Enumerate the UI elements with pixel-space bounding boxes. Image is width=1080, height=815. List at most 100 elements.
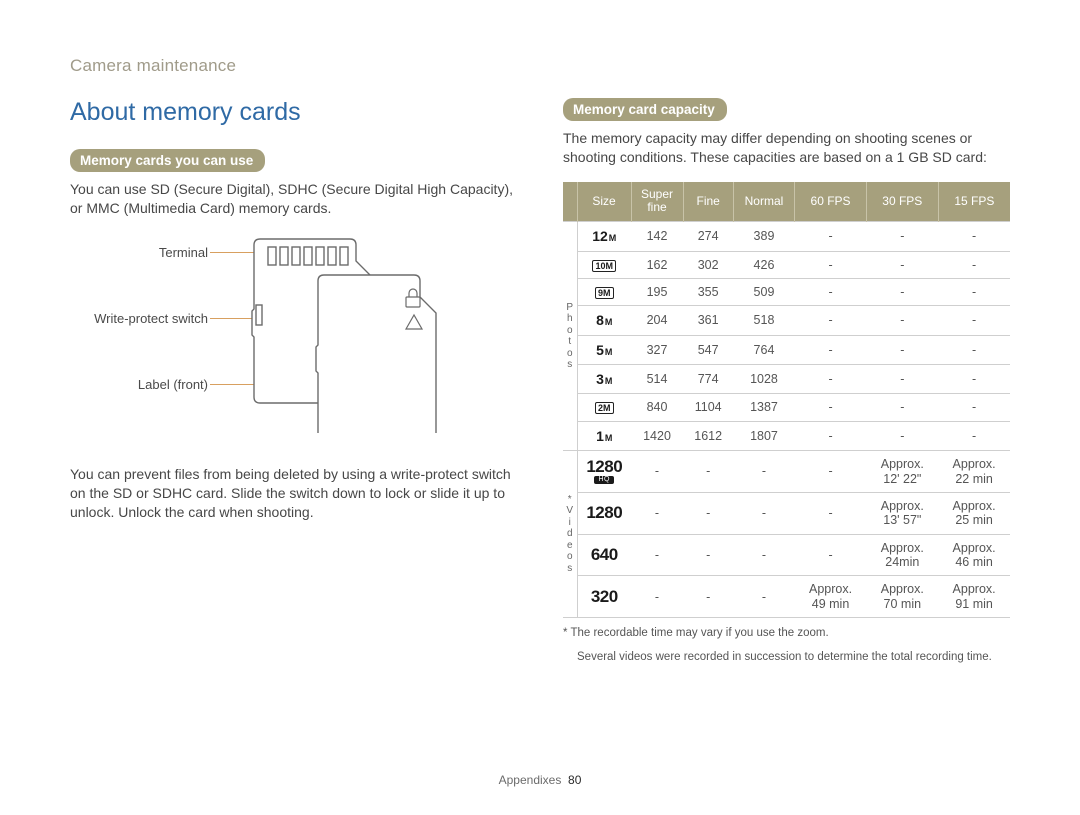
cap-cell: Approx.25 min [938, 492, 1010, 534]
cap-cell: 509 [733, 278, 794, 305]
size-cell: 5M [577, 335, 631, 364]
right-column: Memory card capacity The memory capacity… [563, 98, 1010, 665]
cap-cell: - [866, 306, 938, 335]
table-row: 8M204361518--- [563, 306, 1010, 335]
cap-cell: - [683, 492, 733, 534]
cap-cell: Approx.91 min [938, 576, 1010, 618]
cap-cell: - [795, 534, 867, 576]
size-badge-outlined: 10M [592, 260, 616, 272]
columns: About memory cards Memory cards you can … [70, 98, 1010, 665]
cap-cell: 764 [733, 335, 794, 364]
cap-cell: - [683, 534, 733, 576]
cap-cell: 840 [631, 394, 683, 421]
cap-cell: 195 [631, 278, 683, 305]
cap-cell: 274 [683, 222, 733, 251]
cap-cell: 514 [631, 365, 683, 394]
cap-cell: - [631, 492, 683, 534]
table-row: 9M195355509--- [563, 278, 1010, 305]
size-badge: 1M [596, 428, 612, 444]
cap-cell: 547 [683, 335, 733, 364]
rowgroup-videos: *Videos [563, 451, 577, 618]
cap-cell: 327 [631, 335, 683, 364]
hq-tag: HQ [594, 476, 614, 484]
th-superfine: Superfine [631, 182, 683, 222]
table-row: 1M142016121807--- [563, 421, 1010, 450]
page-footer: Appendixes 80 [0, 773, 1080, 787]
cap-cell: - [938, 251, 1010, 278]
size-cell: 1M [577, 421, 631, 450]
left-column: About memory cards Memory cards you can … [70, 98, 517, 665]
cap-cell: - [795, 222, 867, 251]
size-cell: 12M [577, 222, 631, 251]
cap-cell: - [938, 306, 1010, 335]
size-cell: 1280 [577, 492, 631, 534]
size-cell: 3M [577, 365, 631, 394]
size-cell: 2M [577, 394, 631, 421]
pill-memory-cards-you-can-use: Memory cards you can use [70, 149, 265, 172]
video-res: 640 [591, 547, 618, 563]
size-badge: 3M [596, 371, 612, 387]
cap-cell: 389 [733, 222, 794, 251]
sd-card-svg [250, 233, 470, 433]
table-row: 1280----Approx.13' 57"Approx.25 min [563, 492, 1010, 534]
th-30fps: 30 FPS [866, 182, 938, 222]
cap-cell: 518 [733, 306, 794, 335]
cap-cell: Approx.13' 57" [866, 492, 938, 534]
sd-card-diagram: Terminal Write-protect switch Label (fro… [70, 233, 517, 453]
cap-cell: 302 [683, 251, 733, 278]
table-row: Photos12M142274389--- [563, 222, 1010, 251]
cap-cell: 426 [733, 251, 794, 278]
size-badge-outlined: 9M [595, 287, 614, 299]
pill-memory-card-capacity: Memory card capacity [563, 98, 727, 121]
cap-cell: - [631, 534, 683, 576]
cap-cell: 162 [631, 251, 683, 278]
cap-cell: - [631, 576, 683, 618]
video-res: 1280 [586, 505, 622, 521]
cap-cell: 1104 [683, 394, 733, 421]
diagram-label-terminal: Terminal [68, 245, 208, 260]
footnote-2: Several videos were recorded in successi… [563, 650, 1010, 666]
size-cell: 8M [577, 306, 631, 335]
cap-cell: - [733, 534, 794, 576]
intro-text-right: The memory capacity may differ depending… [563, 129, 1010, 168]
cap-cell: - [795, 394, 867, 421]
table-header-row: Size Superfine Fine Normal 60 FPS 30 FPS… [563, 182, 1010, 222]
page-header: Camera maintenance [70, 56, 1010, 76]
capacity-table: Size Superfine Fine Normal 60 FPS 30 FPS… [563, 182, 1010, 619]
size-cell: 640 [577, 534, 631, 576]
cap-cell: - [866, 278, 938, 305]
cap-cell: - [866, 421, 938, 450]
table-row: 2M84011041387--- [563, 394, 1010, 421]
size-cell: 10M [577, 251, 631, 278]
table-row: 10M162302426--- [563, 251, 1010, 278]
cap-cell: 1420 [631, 421, 683, 450]
cap-cell: - [795, 365, 867, 394]
table-row: 640----Approx.24minApprox.46 min [563, 534, 1010, 576]
cap-cell: Approx.22 min [938, 451, 1010, 493]
size-cell: 9M [577, 278, 631, 305]
note-text-left: You can prevent files from being deleted… [70, 465, 517, 523]
cap-cell: - [938, 278, 1010, 305]
th-15fps: 15 FPS [938, 182, 1010, 222]
th-spacer [563, 182, 577, 222]
cap-cell: - [938, 365, 1010, 394]
video-res: 320 [591, 589, 618, 605]
cap-cell: - [938, 394, 1010, 421]
size-badge: 8M [596, 312, 612, 328]
cap-cell: - [795, 278, 867, 305]
cap-cell: - [795, 492, 867, 534]
cap-cell: 1387 [733, 394, 794, 421]
cap-cell: - [866, 394, 938, 421]
footer-section: Appendixes [499, 773, 562, 787]
cap-cell: 1807 [733, 421, 794, 450]
cap-cell: - [866, 251, 938, 278]
cap-cell: - [938, 222, 1010, 251]
table-row: *Videos1280HQ----Approx.12' 22"Approx.22… [563, 451, 1010, 493]
size-badge-outlined: 2M [595, 402, 614, 414]
cap-cell: 1028 [733, 365, 794, 394]
cap-cell: Approx.49 min [795, 576, 867, 618]
cap-cell: - [866, 222, 938, 251]
table-row: 5M327547764--- [563, 335, 1010, 364]
diagram-label-front: Label (front) [68, 377, 208, 392]
th-fine: Fine [683, 182, 733, 222]
